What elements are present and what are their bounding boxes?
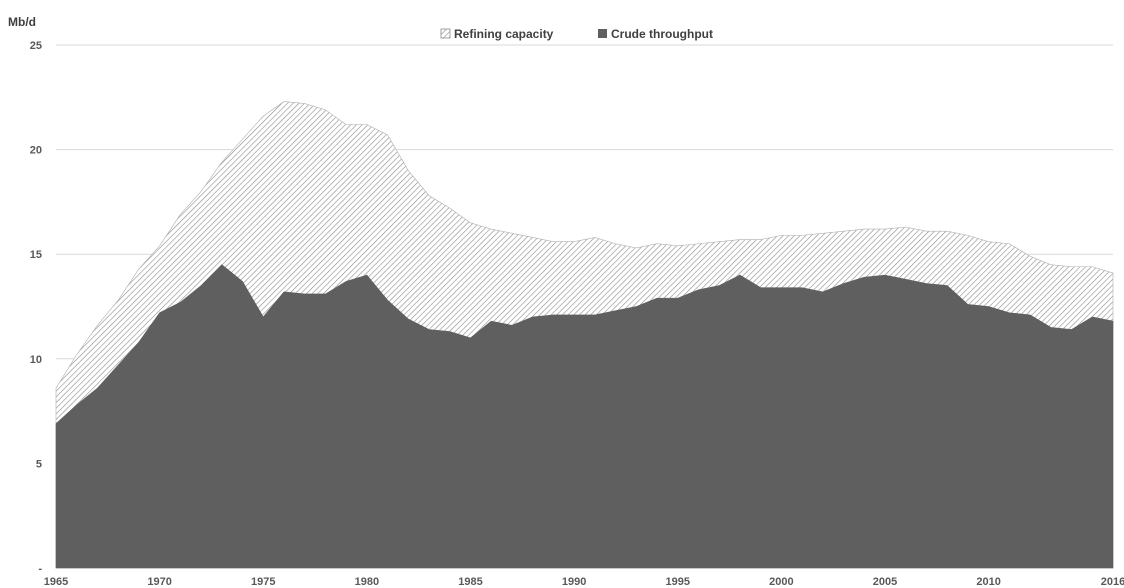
y-axis-unit-label: Mb/d [8, 15, 36, 29]
y-tick-label: 10 [30, 354, 42, 366]
x-tick-label: 1975 [251, 576, 275, 588]
y-tick-label: 25 [30, 40, 42, 52]
y-tick-label: 5 [36, 458, 42, 470]
x-tick-label: 1995 [666, 576, 690, 588]
x-tick-label: 2010 [976, 576, 1000, 588]
series-areas [55, 101, 1114, 569]
legend-swatch-refining-capacity [440, 28, 451, 39]
area-crude-throughput [55, 264, 1114, 569]
y-tick-label: 20 [30, 145, 42, 157]
y-axis: - 5 10 15 20 25 [30, 40, 43, 575]
x-tick-label: 1990 [562, 576, 586, 588]
x-tick-label: 2000 [769, 576, 793, 588]
x-tick-label: 1965 [44, 576, 68, 588]
x-tick-label: 1985 [458, 576, 482, 588]
y-tick-label: - [38, 563, 42, 575]
legend: Refining capacity Crude throughput [440, 27, 713, 41]
x-axis: 1965 1970 1975 1980 1985 1990 1995 2000 2005 2010… [44, 576, 1124, 588]
legend-label-crude-throughput: Crude throughput [611, 27, 713, 41]
x-tick-label: 2016 [1101, 576, 1124, 588]
legend-item-refining-capacity: Refining capacity [440, 27, 554, 41]
legend-swatch-crude-throughput [598, 29, 607, 38]
legend-item-crude-throughput: Crude throughput [598, 27, 713, 41]
legend-label-refining-capacity: Refining capacity [454, 27, 554, 41]
x-tick-label: 2005 [873, 576, 897, 588]
x-tick-label: 1980 [355, 576, 379, 588]
x-tick-label: 1970 [147, 576, 171, 588]
y-tick-label: 15 [30, 249, 42, 261]
